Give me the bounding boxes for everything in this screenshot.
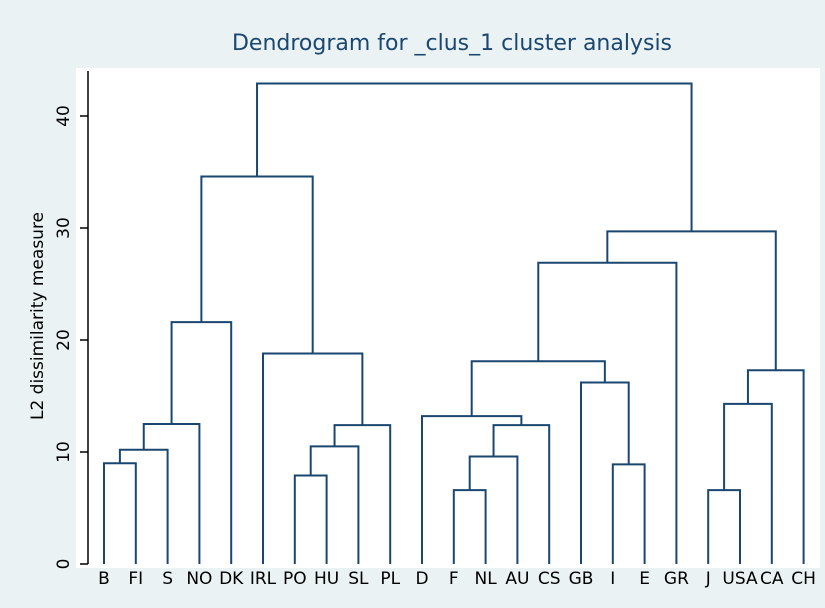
leaf-label: B	[98, 569, 110, 589]
leaf-label: D	[415, 569, 428, 589]
leaf-label: FI	[128, 569, 143, 589]
leaf-label: PO	[283, 569, 307, 589]
y-tick-label: 10	[54, 441, 74, 463]
leaf-label: GB	[569, 569, 594, 589]
leaf-label: CS	[538, 569, 561, 589]
merge-bracket	[256, 82, 693, 232]
leaf-label: J	[705, 569, 711, 589]
leaf-label: NO	[186, 569, 212, 589]
chart-title: Dendrogram for _clus_1 cluster analysis	[232, 31, 672, 56]
y-tick-label: 40	[54, 105, 74, 127]
leaf-label: PL	[380, 569, 400, 589]
y-tick-label: 0	[54, 559, 74, 570]
leaf-label: CA	[760, 569, 784, 589]
leaf-label: USA	[722, 569, 758, 589]
y-tick-label: 20	[54, 329, 74, 351]
leaf-label: NL	[474, 569, 497, 589]
y-tick-label: 30	[54, 217, 74, 239]
leaf-label: GR	[664, 569, 689, 589]
leaf-label: E	[639, 569, 650, 589]
leaf-label: AU	[505, 569, 529, 589]
leaf-label: F	[449, 569, 459, 589]
leaf-label: DK	[219, 569, 244, 589]
y-axis-label: L2 dissimilarity measure	[28, 212, 48, 420]
leaf-label: SL	[348, 569, 369, 589]
leaf-label: CH	[791, 569, 816, 589]
leaf-label: HU	[314, 569, 339, 589]
leaf-label: S	[162, 569, 173, 589]
leaf-label: I	[610, 569, 615, 589]
leaf-label: IRL	[250, 569, 277, 589]
